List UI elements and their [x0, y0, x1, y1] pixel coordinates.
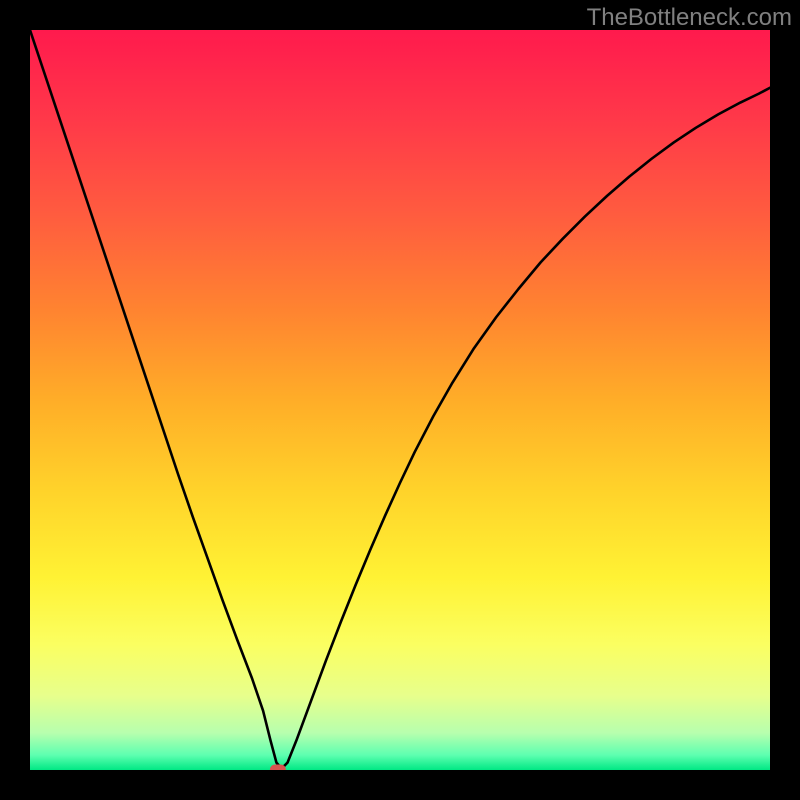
watermark-text: TheBottleneck.com — [587, 4, 792, 32]
optimum-marker — [270, 765, 286, 771]
chart-frame: TheBottleneck.com — [0, 0, 800, 800]
gradient-background — [30, 30, 770, 770]
plot-area — [30, 30, 770, 770]
chart-svg — [30, 30, 770, 770]
